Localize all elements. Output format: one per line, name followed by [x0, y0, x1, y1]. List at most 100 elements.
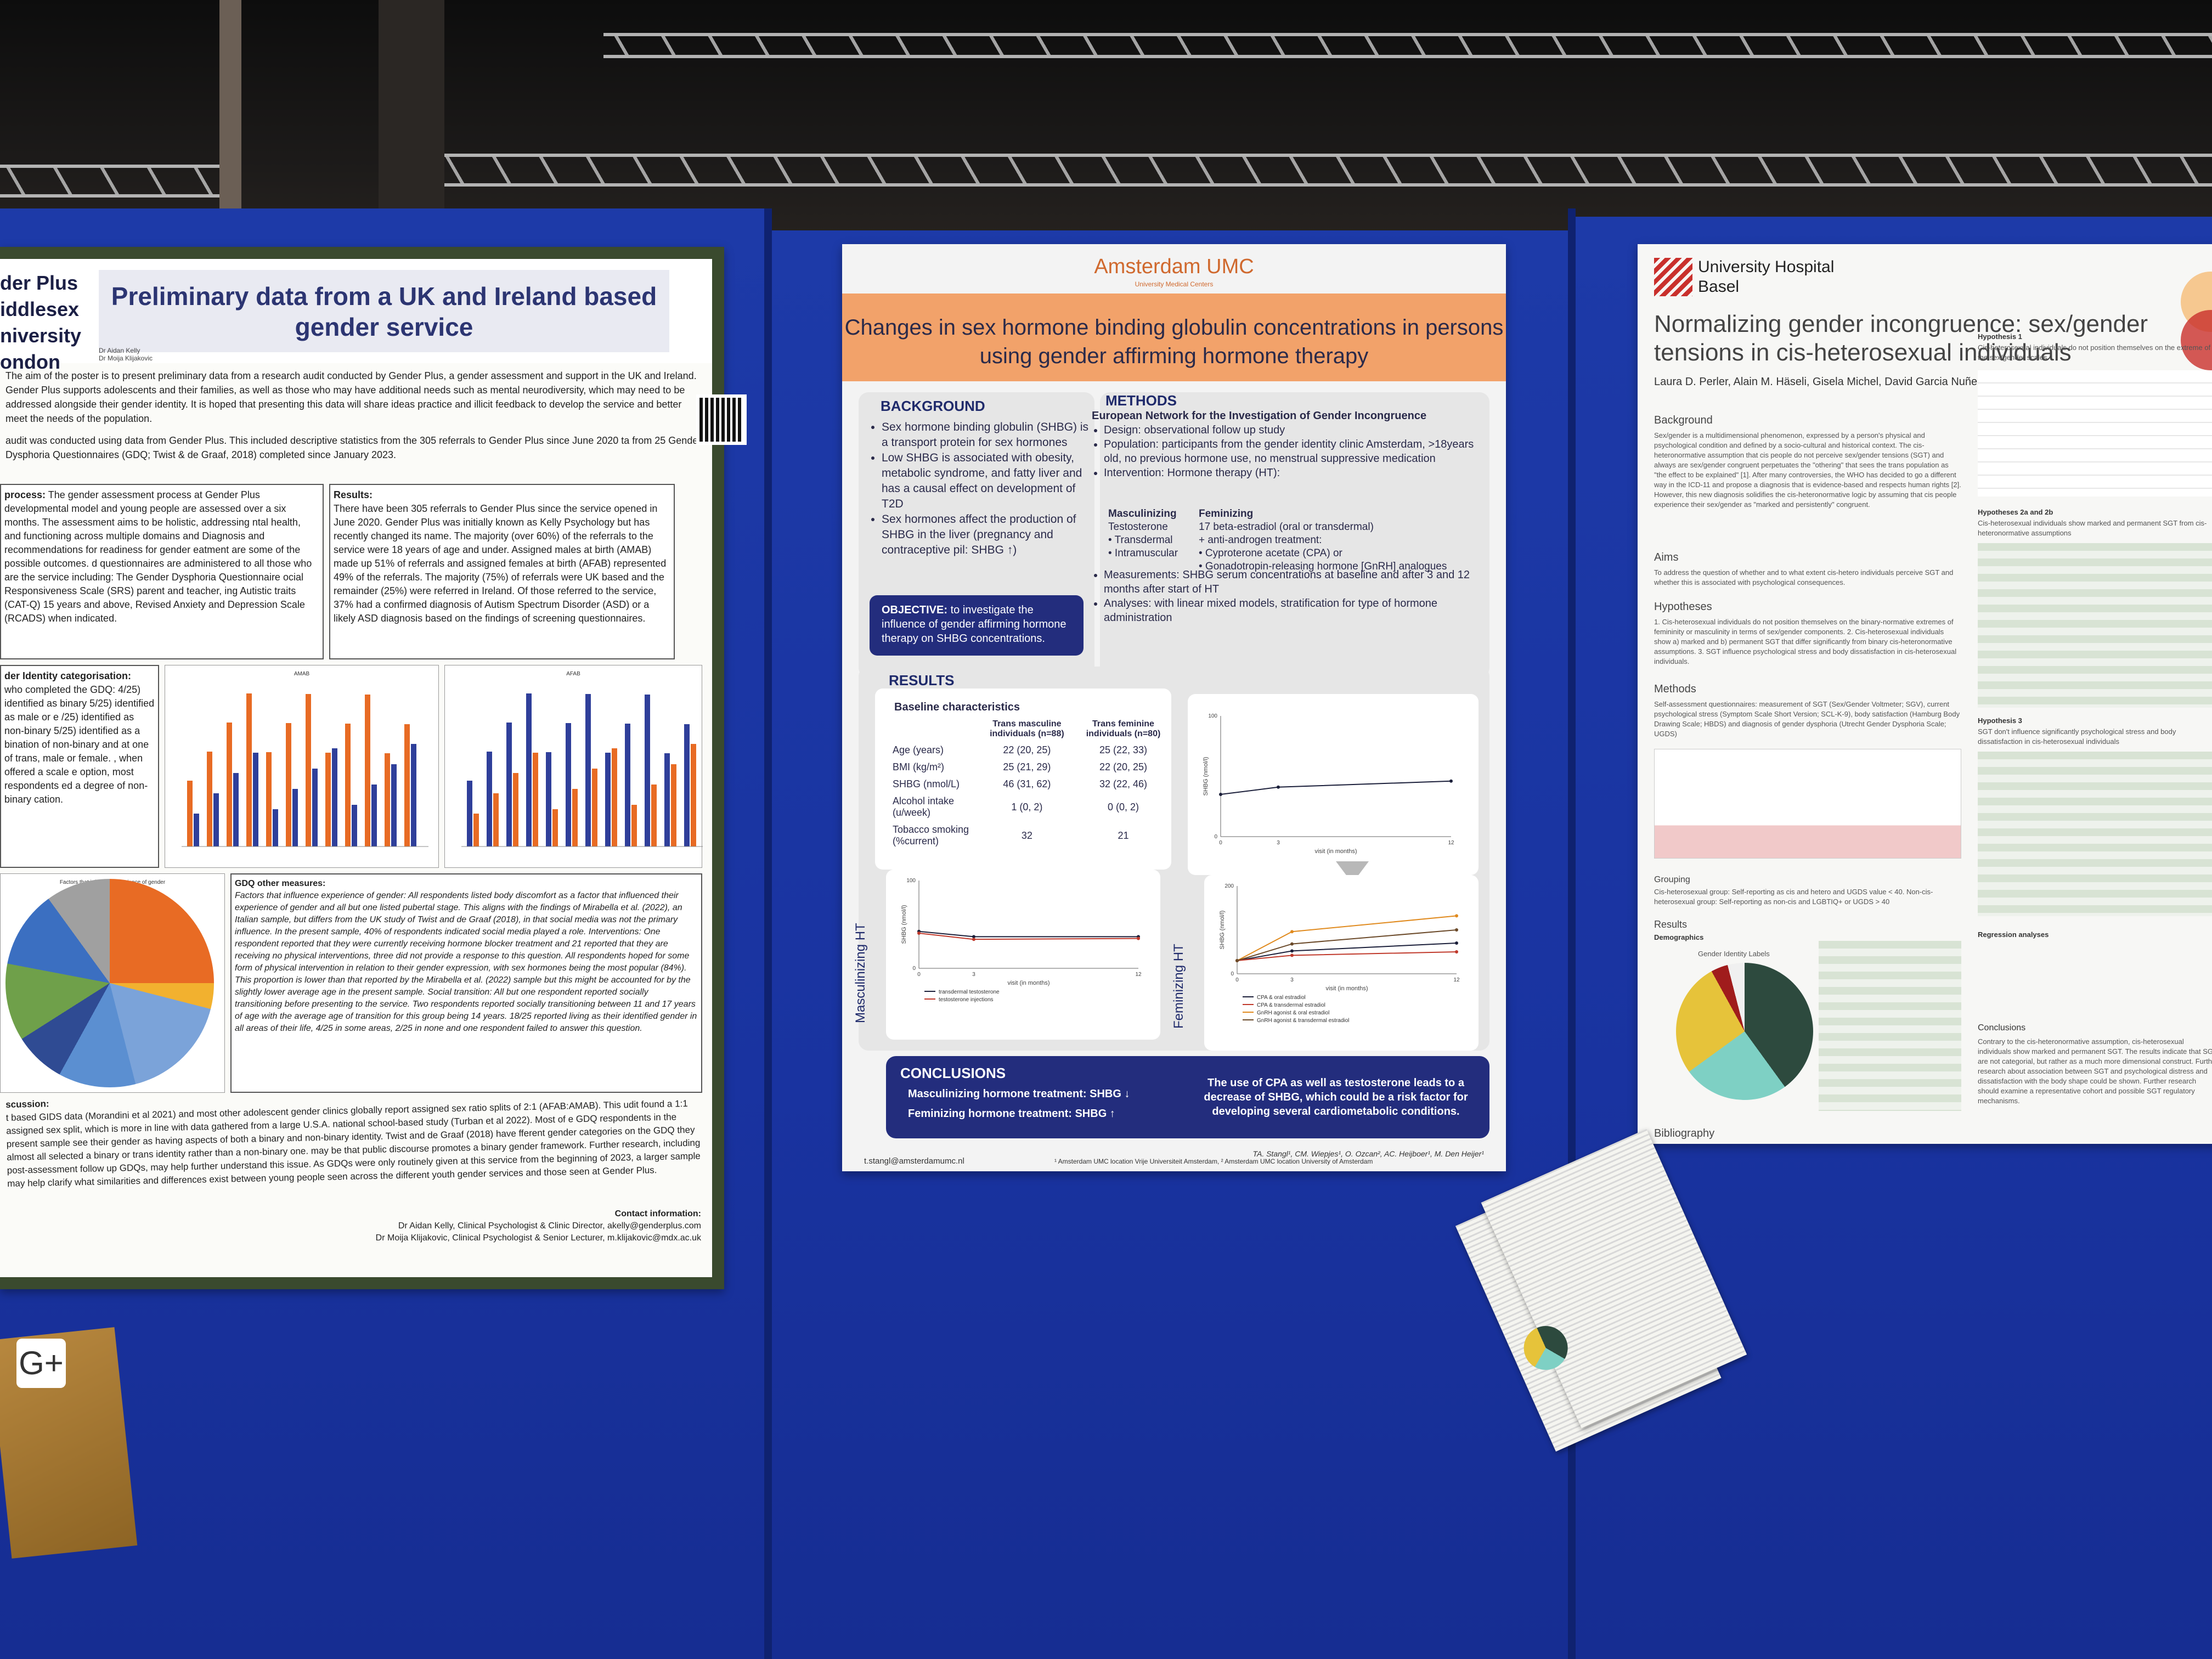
table-row: BMI (kg/m²) 25 (21, 29) 22 (20, 25) — [887, 759, 1170, 775]
aim-paragraph: The aim of the poster is to present prel… — [5, 370, 697, 424]
baseline-heading: Baseline characteristics — [894, 701, 1020, 713]
gdq-text: Factors that influence experience of gen… — [235, 891, 697, 1033]
series-line — [918, 930, 1138, 938]
bar — [691, 744, 696, 847]
baseline-table: Trans masculine individuals (n=88) Trans … — [886, 716, 1171, 850]
aims-text: To address the question of whether and t… — [1654, 568, 1954, 586]
affiliations: ¹ Amsterdam UMC location Vrije Universit… — [1054, 1158, 1373, 1165]
bar — [487, 752, 492, 847]
background-heading: Background — [1654, 414, 1713, 426]
title-band: Changes in sex hormone binding globulin … — [842, 294, 1506, 381]
data-point — [972, 938, 975, 941]
methods-measurements: Measurements: SHBG serum concentrations … — [1104, 568, 1476, 596]
bar — [345, 724, 351, 847]
methods-intervention: Intervention: Hormone therapy (HT): — [1104, 466, 1476, 480]
baseline-table-card — [875, 689, 1171, 870]
bar — [631, 805, 637, 847]
x-tick-label: 3 — [1290, 977, 1294, 983]
bar — [605, 753, 611, 847]
poster-gender-plus: der Plus iddlesex niversity ondon Prelim… — [0, 247, 724, 1289]
x-axis-label: visit (in months) — [1314, 848, 1357, 855]
qr-code — [696, 394, 747, 445]
amab-bar-chart: AMAB — [165, 665, 439, 868]
x-axis-label: visit (in months) — [1325, 985, 1368, 992]
poster-title: Changes in sex hormone binding globulin … — [844, 315, 1504, 368]
identity-text: who completed the GDQ: 4/25) identified … — [4, 684, 155, 805]
data-point — [1235, 959, 1239, 962]
process-text: The gender assessment process at Gender … — [4, 489, 312, 624]
bar — [671, 764, 676, 847]
bar — [292, 789, 298, 847]
table-header-cell — [887, 717, 978, 741]
background-heading: BACKGROUND — [881, 398, 985, 414]
poster-title: Normalizing gender incongruence: sex/gen… — [1654, 311, 2148, 366]
data-point — [1290, 942, 1294, 946]
methods-subheading: European Network for the Investigation o… — [1092, 410, 1427, 422]
table-cell: 32 — [1021, 830, 1032, 841]
gender-plus-badge: G+ — [16, 1339, 66, 1388]
fem-chart-card: 0 3 12 0 200 visit (in months) SHBG (nmol/l) CP… — [1204, 875, 1479, 1051]
fem-chart-label: Feminizing HT — [1171, 944, 1186, 1029]
x-axis-label: visit (in months) — [1007, 980, 1049, 986]
contact-heading: Contact information: — [614, 1209, 701, 1218]
x-tick-label: 0 — [917, 972, 921, 978]
bar — [651, 785, 657, 847]
objective-label: OBJECTIVE: — [882, 604, 948, 616]
poster-authors: Laura D. Perler, Alain M. Häseli, Gisela… — [1654, 376, 1983, 388]
lighting-truss-upper — [603, 33, 2212, 58]
table-cell: 0 (0, 2) — [1107, 801, 1139, 812]
contact-line: Dr Aidan Kelly, Clinical Psychologist & … — [398, 1221, 701, 1231]
masc-heading: Masculinizing — [1108, 508, 1177, 520]
legend-entry: transdermal testosterone — [939, 989, 1000, 995]
poster-university-hospital-basel: University Hospital Basel Normalizing ge… — [1638, 244, 2212, 1144]
amab-bars — [182, 693, 428, 847]
y-tick-label: 0 — [912, 966, 916, 972]
grouping-heading: Grouping — [1654, 875, 1690, 884]
hypotheses-text: 1. Cis-heterosexual individuals do not p… — [1654, 618, 1957, 665]
table-header-cell: Trans masculine individuals (n=88) — [990, 719, 1064, 738]
bar — [187, 781, 193, 847]
demographics-table — [1819, 941, 1961, 1111]
conclusions-heading: CONCLUSIONS — [900, 1065, 1006, 1081]
table-row: Alcohol intake (u/week) 1 (0, 2) 0 (0, 2) — [887, 793, 1170, 821]
bar — [566, 723, 571, 847]
bar — [493, 793, 499, 847]
title-box: Preliminary data from a UK and Ireland b… — [99, 270, 669, 352]
fem-regimen: Feminizing 17 beta-estradiol (oral or tr… — [1199, 507, 1484, 573]
data-point — [1455, 928, 1458, 932]
bar — [332, 748, 337, 847]
data-point — [1290, 953, 1294, 957]
chart-title: AMAB — [294, 671, 310, 677]
identity-heading: der Identity categorisation: — [4, 670, 132, 681]
results-heading: Results: — [334, 489, 373, 500]
table-header-row: Trans masculine individuals (n=88) Trans … — [887, 717, 1170, 741]
methods-text: Self-assessment questionnaires: measurem… — [1654, 700, 1960, 738]
table-cell: 22 (20, 25) — [1099, 761, 1148, 772]
poster-header: der Plus iddlesex niversity ondon Prelim… — [0, 259, 712, 373]
table-row: Age (years) 22 (20, 25) 25 (22, 33) — [887, 742, 1170, 758]
table-header-cell: Trans feminine individuals (n=80) — [1086, 719, 1161, 738]
x-tick-label: 12 — [1135, 972, 1142, 978]
bar — [286, 723, 291, 847]
results-heading: RESULTS — [889, 672, 955, 689]
bar — [572, 789, 578, 847]
background-items: Sex hormone binding globulin (SHBG) is a… — [870, 420, 1089, 558]
bar — [233, 773, 239, 847]
contact-email: t.stangl@amsterdamumc.nl — [864, 1156, 964, 1166]
logo-text: iddlesex — [0, 298, 80, 320]
data-point — [972, 935, 975, 939]
fem-items: 17 beta-estradiol (oral or transdermal) +… — [1199, 521, 1484, 573]
h2-text: Cis-heterosexual individuals show marked… — [1978, 519, 2207, 537]
series-line — [1220, 780, 1452, 795]
intro-text: The aim of the poster is to present prel… — [5, 369, 702, 478]
masc-chart-card: 0 3 12 0 100 visit (in months) SHBG (nmol/l) tr… — [886, 870, 1160, 1040]
table-cell: 46 (31, 62) — [1003, 778, 1051, 789]
shbg-overall-chart: 0 3 12 0 100 visit (in months) SHBG (nmol/l) — [1188, 694, 1479, 875]
bar — [645, 695, 650, 847]
poster-byline: Dr Aidan Kelly Dr Moija Klijakovic — [99, 347, 153, 362]
x-tick-label: 0 — [1219, 840, 1222, 846]
h3-text: SGT don't influence significantly psycho… — [1978, 727, 2176, 746]
y-tick-label: 100 — [906, 878, 916, 884]
table-cell: SHBG (nmol/L) — [893, 778, 960, 789]
results-text: There have been 305 referrals to Gender … — [334, 503, 667, 624]
